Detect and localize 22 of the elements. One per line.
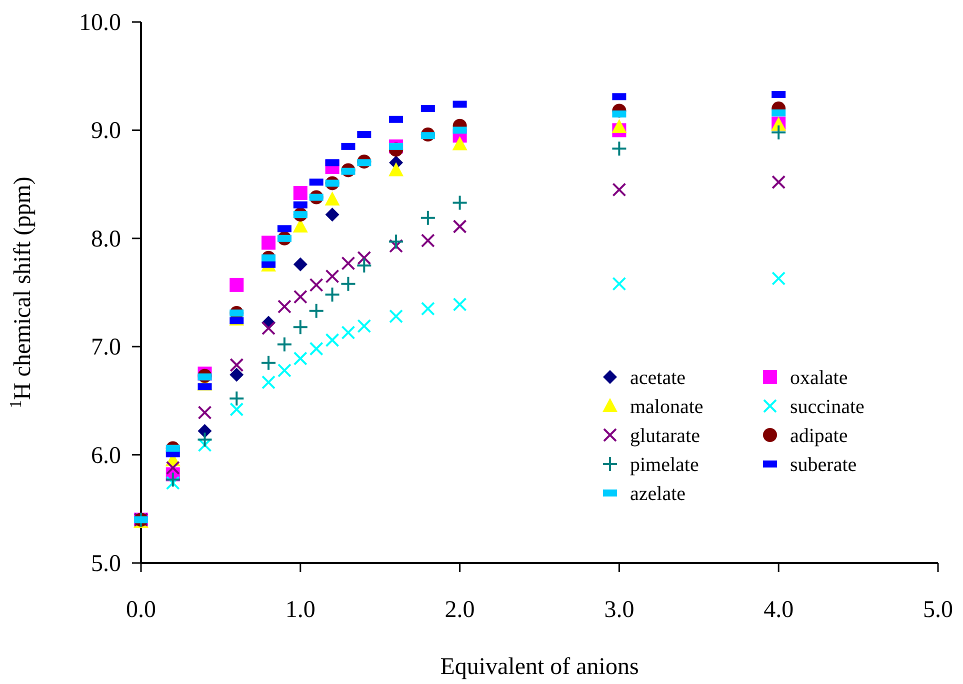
y-tick-label: 9.0 bbox=[91, 118, 121, 144]
legend-label: azelate bbox=[630, 483, 686, 505]
legend-label: pimelate bbox=[630, 454, 699, 476]
y-tick-label: 7.0 bbox=[91, 334, 121, 361]
x-tick-label: 4.0 bbox=[764, 597, 794, 623]
x-tick-label: 0.0 bbox=[126, 597, 156, 623]
legend-label: acetate bbox=[630, 367, 686, 389]
y-tick-label: 10.0 bbox=[79, 10, 121, 36]
y-tick-label: 5.0 bbox=[91, 551, 121, 577]
x-tick-label: 3.0 bbox=[604, 597, 634, 623]
legend-label: glutarate bbox=[630, 425, 700, 447]
y-tick-label: 6.0 bbox=[91, 442, 121, 469]
legend-label: succinate bbox=[790, 396, 865, 418]
x-tick-label: 1.0 bbox=[285, 597, 316, 623]
x-tick-label: 2.0 bbox=[444, 597, 475, 623]
legend-label: malonate bbox=[630, 396, 704, 418]
legend-label: oxalate bbox=[790, 367, 848, 389]
y-tick-label: 8.0 bbox=[91, 226, 121, 252]
legend-label: adipate bbox=[790, 425, 848, 447]
x-axis-title: Equivalent of anions bbox=[440, 654, 639, 680]
legend-label: suberate bbox=[790, 454, 857, 476]
x-tick-label: 5.0 bbox=[923, 597, 953, 623]
